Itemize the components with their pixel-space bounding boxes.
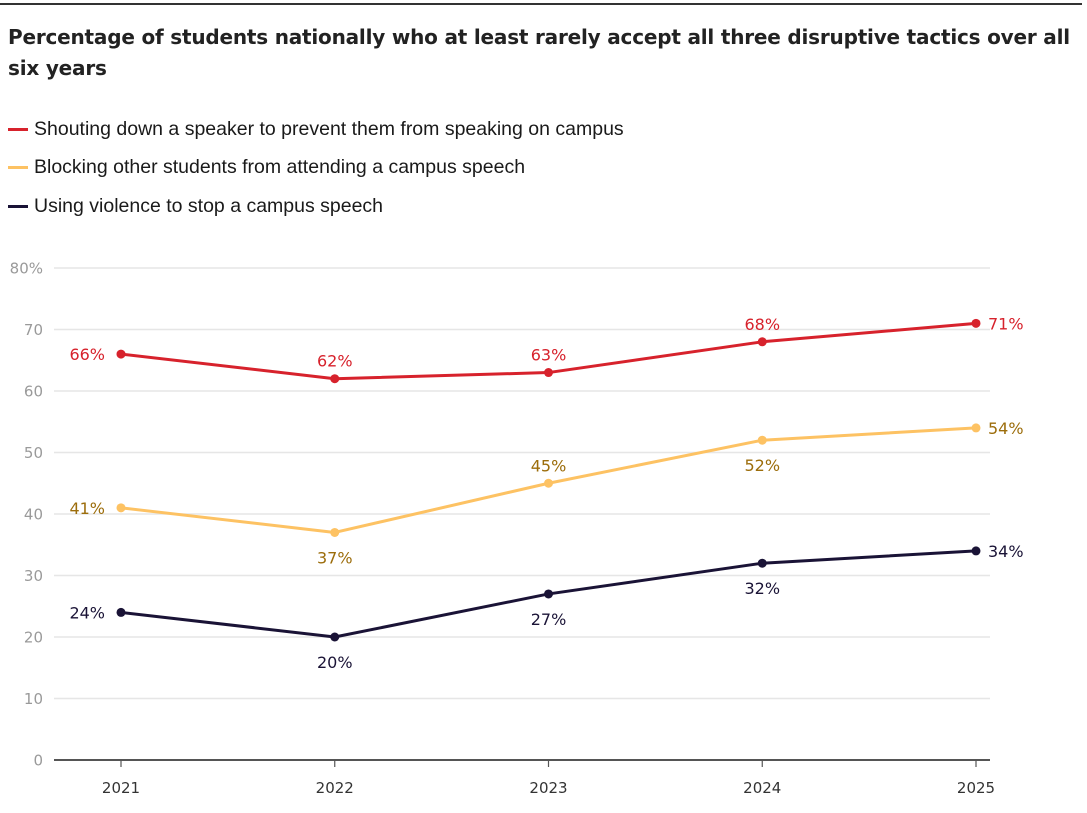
legend-swatch-shouting xyxy=(8,127,28,131)
data-label: 52% xyxy=(744,456,780,475)
data-label: 68% xyxy=(744,315,780,334)
data-label: 34% xyxy=(988,542,1024,561)
x-tick-label: 2025 xyxy=(957,779,995,797)
data-point xyxy=(971,423,981,433)
y-tick-label: 10 xyxy=(24,690,43,708)
data-point xyxy=(544,589,553,599)
data-label: 63% xyxy=(531,346,567,365)
legend-label-blocking: Blocking other students from attending a… xyxy=(34,156,526,179)
data-label: 71% xyxy=(988,314,1024,333)
y-tick-label: 20 xyxy=(24,629,43,647)
data-point xyxy=(757,337,767,347)
legend-item-shouting: Shouting down a speaker to prevent them … xyxy=(8,110,624,149)
data-label: 27% xyxy=(531,610,567,629)
top-rule xyxy=(0,3,1082,5)
data-point xyxy=(971,318,981,328)
x-tick-label: 2024 xyxy=(743,779,781,797)
data-point xyxy=(116,503,126,513)
y-tick-label: 60 xyxy=(24,383,43,401)
data-label: 66% xyxy=(69,345,105,364)
legend-item-violence: Using violence to stop a campus speech xyxy=(8,187,624,226)
legend-item-blocking: Blocking other students from attending a… xyxy=(8,149,624,188)
data-labels: 66% 62% 63% 68% 71% 41% 37% 45% 52% 54% 24% 20% 27% 3… xyxy=(69,314,1023,672)
y-tick-label: 80% xyxy=(10,260,43,278)
legend-swatch-blocking xyxy=(8,166,28,170)
data-point xyxy=(330,374,340,384)
y-tick-label: 40 xyxy=(24,506,43,524)
data-label: 37% xyxy=(317,548,353,567)
data-label: 24% xyxy=(69,603,105,622)
data-point xyxy=(330,527,340,537)
data-label: 41% xyxy=(69,499,105,518)
data-label: 32% xyxy=(744,579,780,598)
y-tick-label: 30 xyxy=(24,567,43,585)
data-label: 62% xyxy=(317,352,353,371)
data-point xyxy=(757,558,767,568)
data-label: 45% xyxy=(531,456,567,475)
x-axis: 2021 2022 2023 2024 2025 xyxy=(54,759,995,797)
data-label: 20% xyxy=(317,653,353,672)
chart-title: Percentage of students nationally who at… xyxy=(8,25,1070,80)
data-point xyxy=(116,607,126,617)
legend-label-shouting: Shouting down a speaker to prevent them … xyxy=(34,117,624,140)
x-tick-label: 2022 xyxy=(316,779,354,797)
data-point xyxy=(330,632,340,642)
y-tick-label: 50 xyxy=(24,444,43,462)
data-point xyxy=(116,349,126,359)
gridlines xyxy=(54,267,990,700)
y-axis-ticks: 0 10 20 30 40 50 60 70 80% xyxy=(10,260,43,770)
data-label: 54% xyxy=(988,419,1024,438)
legend-swatch-violence xyxy=(8,204,28,208)
data-point xyxy=(971,546,981,556)
data-point xyxy=(544,478,553,488)
legend: Shouting down a speaker to prevent them … xyxy=(8,110,624,226)
y-tick-label: 0 xyxy=(33,752,43,770)
x-tick-label: 2023 xyxy=(529,779,567,797)
data-point xyxy=(757,435,767,445)
data-point xyxy=(544,368,553,378)
y-tick-label: 70 xyxy=(24,321,43,339)
x-tick-label: 2021 xyxy=(102,779,140,797)
legend-label-violence: Using violence to stop a campus speech xyxy=(34,194,384,217)
series-group xyxy=(116,318,981,642)
